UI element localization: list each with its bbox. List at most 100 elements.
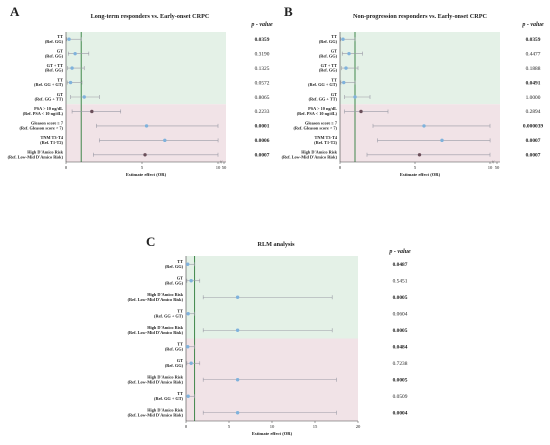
row-label-main: GT + TT bbox=[47, 63, 64, 68]
panel-a-letter: A bbox=[10, 4, 20, 19]
row-label-reference: (Ref. Low-Mid D'Amico Risk) bbox=[128, 412, 184, 417]
band-clinical bbox=[340, 104, 500, 162]
row-label-main: TT bbox=[177, 391, 183, 396]
odds-ratio-point bbox=[144, 124, 149, 128]
x-tick-label: 20 bbox=[356, 424, 361, 429]
x-tick-label: 50 bbox=[495, 165, 500, 170]
x-tick-label: 5 bbox=[414, 165, 417, 170]
p-value: 0.0359 bbox=[255, 37, 270, 43]
row-label-reference: (Ref. Low-Mid D'Amico Risk) bbox=[128, 330, 184, 335]
panel-b-title: Non-progression responders vs. Early-ons… bbox=[353, 13, 487, 20]
p-value: 0.2894 bbox=[526, 109, 541, 115]
odds-ratio-point bbox=[341, 37, 345, 41]
panel-c-letter: C bbox=[146, 234, 155, 249]
odds-ratio-point bbox=[186, 262, 190, 266]
row-label-reference: (Ref. T1-T2) bbox=[40, 140, 63, 145]
panel-a-p-header: p - value bbox=[250, 22, 273, 28]
row-label-reference: (Ref. Gleason score < 7) bbox=[19, 125, 63, 130]
row-label-reference: (Ref. GG + TT) bbox=[309, 97, 338, 102]
forest-row: TNM T3-T4(Ref. T1-T2) 0.0006 bbox=[40, 135, 270, 145]
odds-ratio-point bbox=[353, 95, 357, 99]
forest-row: PSA > 10 ng/dL(Ref. PSA < 10 ng/dL) 0.289… bbox=[297, 106, 541, 116]
odds-ratio-point bbox=[186, 345, 190, 349]
p-value: 0.000039 bbox=[523, 124, 544, 130]
row-label-main: High D'Amico Risk bbox=[147, 375, 183, 380]
forest-row: TNM T3-T4(Ref. T1-T2) 0.0007 bbox=[314, 135, 541, 145]
x-tick-label: 10 bbox=[488, 165, 493, 170]
p-value: 0.0007 bbox=[526, 138, 541, 144]
forest-row: High D'Amico Risk(Ref. Low-Mid D'Amico R… bbox=[128, 325, 408, 335]
row-label-main: High D'Amico Risk bbox=[147, 325, 183, 330]
odds-ratio-point bbox=[186, 312, 190, 316]
p-value: 0.3190 bbox=[255, 51, 270, 57]
p-value: 0.0509 bbox=[393, 394, 408, 400]
row-label-main: High D'Amico Risk bbox=[27, 150, 63, 155]
forest-row: GT + TT(Ref. GG) 0.1325 bbox=[45, 63, 270, 73]
x-tick-label: 5 bbox=[228, 424, 231, 429]
row-label-reference: (Ref. GG) bbox=[165, 264, 184, 269]
p-value: 0.1325 bbox=[255, 66, 270, 72]
forest-row: High D'Amico Risk(Ref. Low-Mid D'Amico R… bbox=[128, 292, 408, 302]
row-label-reference: (Ref. GG + GT) bbox=[154, 396, 184, 401]
x-tick-label: 15 bbox=[313, 424, 318, 429]
row-label-main: TT bbox=[57, 34, 63, 39]
forest-row: TT(Ref. GG) 0.0487 bbox=[165, 259, 408, 269]
forest-row: GT(Ref. GG) 0.5451 bbox=[165, 276, 408, 286]
odds-ratio-point bbox=[163, 138, 167, 143]
x-axis-title: Estimate effect (OR) bbox=[252, 431, 293, 436]
p-value: 0.0572 bbox=[255, 80, 270, 86]
odds-ratio-point bbox=[347, 51, 351, 56]
p-value: 0.7238 bbox=[393, 361, 408, 367]
row-label-reference: (Ref. Gleason score < 7) bbox=[293, 125, 337, 130]
p-value: 0.0004 bbox=[393, 411, 408, 417]
row-label-main: TT bbox=[177, 309, 183, 314]
panel-c-title: RLM analysis bbox=[258, 241, 296, 248]
row-label-reference: (Ref. PSA < 10 ng/dL) bbox=[23, 111, 64, 116]
odds-ratio-point bbox=[359, 109, 363, 114]
row-label-reference: (Ref. GG) bbox=[319, 39, 338, 44]
row-label-main: TT bbox=[331, 77, 337, 82]
odds-ratio-point bbox=[70, 66, 74, 70]
row-label-reference: (Ref. PSA < 10 ng/dL) bbox=[297, 111, 338, 116]
odds-ratio-point bbox=[344, 66, 348, 70]
p-value: 0.2233 bbox=[255, 109, 270, 115]
odds-ratio-point bbox=[189, 361, 193, 365]
forest-row: TT(Ref. GG + GT) 0.0572 bbox=[34, 77, 270, 87]
x-tick-label: 0 bbox=[339, 165, 342, 170]
row-label-main: TT bbox=[57, 77, 63, 82]
odds-ratio-point bbox=[235, 411, 240, 415]
odds-ratio-point bbox=[90, 109, 94, 114]
x-tick-label: 50 bbox=[222, 165, 227, 170]
row-label-reference: (Ref. GG) bbox=[165, 346, 184, 351]
row-label-main: GT bbox=[331, 92, 337, 97]
forest-row: GT(Ref. GG) 0.4477 bbox=[319, 48, 541, 58]
p-value: 0.0007 bbox=[526, 153, 541, 159]
forest-row: TT(Ref. GG) 0.0359 bbox=[319, 34, 541, 44]
p-value: 1.0000 bbox=[526, 95, 541, 101]
odds-ratio-point bbox=[417, 153, 422, 157]
odds-ratio-point bbox=[235, 295, 240, 299]
odds-ratio-point bbox=[186, 394, 190, 398]
row-label-main: GT + TT bbox=[321, 63, 338, 68]
forest-row: GT + TT(Ref. GG) 0.1888 bbox=[319, 63, 541, 73]
row-label-main: GT bbox=[57, 48, 63, 53]
panel-c-p-header: p - value bbox=[388, 249, 411, 255]
row-label-main: GT bbox=[57, 92, 63, 97]
p-value: 0.0007 bbox=[255, 153, 270, 159]
row-label-main: Gleason score ≥ 7 bbox=[31, 121, 64, 126]
x-tick-label: 10 bbox=[216, 165, 221, 170]
forest-row: High D'Amico Risk(Ref. Low-Mid D'Amico R… bbox=[8, 150, 270, 160]
axis-break-mark: // bbox=[492, 160, 495, 165]
odds-ratio-point bbox=[189, 279, 193, 283]
axis-break-mark: // bbox=[220, 160, 223, 165]
row-label-main: TNM T3-T4 bbox=[41, 135, 64, 140]
row-label-main: PSA > 10 ng/dL bbox=[308, 106, 337, 111]
p-value: 0.8065 bbox=[255, 95, 270, 101]
panel-a-plot: 0 5 10 50//Estimate effect (OR)TT(Ref. GG) 0… bbox=[8, 32, 270, 177]
row-label-main: TNM T3-T4 bbox=[315, 135, 338, 140]
x-axis-title: Estimate effect (OR) bbox=[400, 172, 441, 177]
p-value: 0.0491 bbox=[526, 80, 541, 86]
